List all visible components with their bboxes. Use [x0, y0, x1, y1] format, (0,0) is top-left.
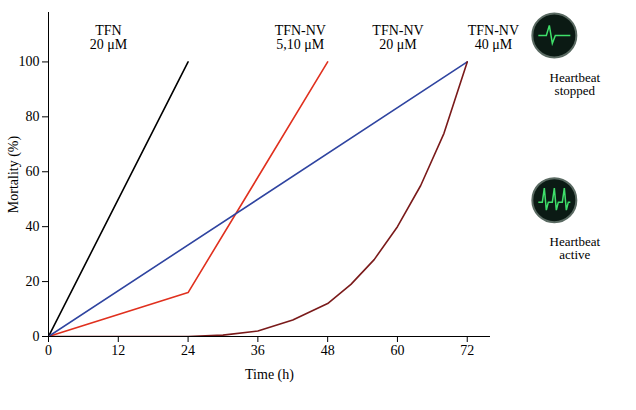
- svg-text:100: 100: [19, 54, 40, 69]
- svg-text:TFN-NV40 μM: TFN-NV40 μM: [468, 23, 519, 52]
- svg-text:0: 0: [33, 329, 40, 344]
- svg-text:TFN-NV5,10 μM: TFN-NV5,10 μM: [275, 23, 326, 52]
- svg-text:48: 48: [321, 343, 335, 358]
- svg-text:Heartbeatstopped: Heartbeatstopped: [550, 70, 601, 98]
- svg-text:Heartbeatactive: Heartbeatactive: [550, 234, 601, 262]
- svg-text:12: 12: [111, 343, 125, 358]
- svg-text:40: 40: [26, 219, 40, 234]
- svg-text:20: 20: [26, 274, 40, 289]
- svg-text:80: 80: [26, 109, 40, 124]
- svg-text:36: 36: [251, 343, 265, 358]
- svg-text:0: 0: [45, 343, 52, 358]
- svg-text:Mortality (%): Mortality (%): [6, 135, 22, 213]
- svg-text:60: 60: [26, 164, 40, 179]
- svg-text:Time (h): Time (h): [245, 367, 294, 383]
- svg-text:TFN20 μM: TFN20 μM: [90, 23, 128, 52]
- svg-text:72: 72: [460, 343, 474, 358]
- svg-text:60: 60: [390, 343, 404, 358]
- svg-text:24: 24: [181, 343, 195, 358]
- svg-text:TFN-NV20 μM: TFN-NV20 μM: [372, 23, 423, 52]
